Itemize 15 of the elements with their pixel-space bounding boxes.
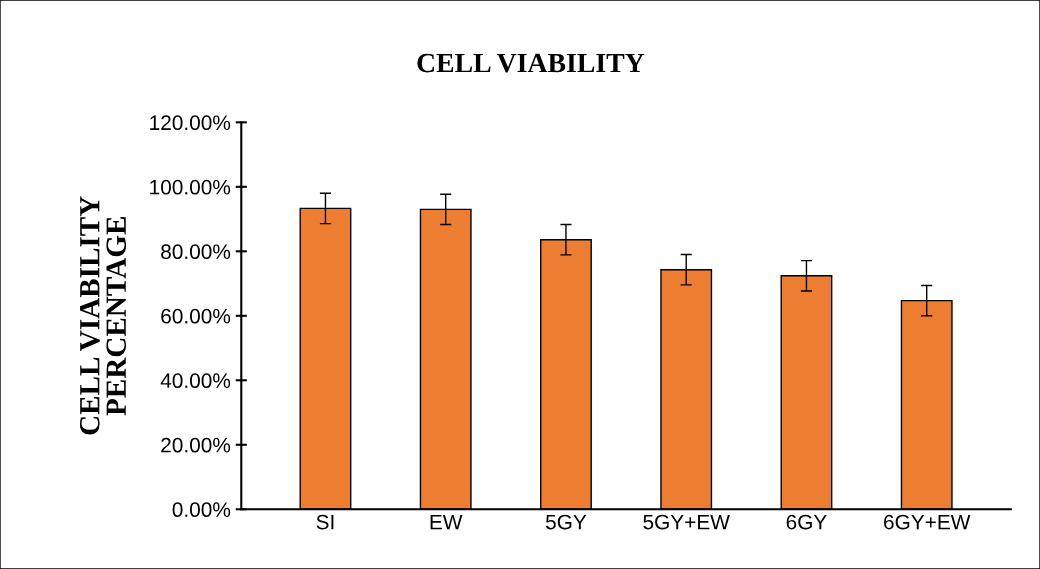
- x-tick-label: 5GY: [545, 514, 587, 530]
- y-tick-label: 120.00%: [150, 115, 231, 131]
- y-tick-label: 60.00%: [161, 308, 231, 324]
- x-tick-label: SI: [316, 514, 334, 530]
- y-axis-title: CELL VIABILITY PERCENTAGE: [79, 196, 127, 435]
- x-tick-label: 6GY+EW: [884, 514, 971, 530]
- y-tick-label: 100.00%: [150, 179, 231, 195]
- x-tick-label: 5GY+EW: [643, 514, 730, 530]
- y-tick-label: 80.00%: [161, 244, 231, 260]
- x-tick-label: 6GY: [786, 514, 827, 530]
- chart-title: CELL VIABILITY: [417, 53, 645, 73]
- x-tick-label: EW: [430, 514, 463, 530]
- y-tick-label: 40.00%: [160, 373, 231, 389]
- y-tick-label: 20.00%: [161, 437, 231, 453]
- y-tick-label: 0.00%: [172, 502, 231, 518]
